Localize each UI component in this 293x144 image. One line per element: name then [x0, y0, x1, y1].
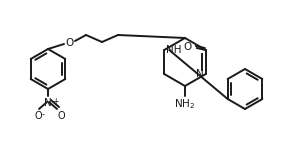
Text: O: O [57, 111, 65, 121]
Text: N: N [44, 98, 52, 108]
Text: NH: NH [166, 45, 182, 55]
Text: -: - [42, 110, 45, 119]
Text: O: O [66, 38, 74, 48]
Text: O: O [183, 42, 192, 52]
Text: NH$_2$: NH$_2$ [174, 97, 195, 111]
Text: O: O [34, 111, 42, 121]
Text: N: N [196, 69, 204, 79]
Text: +: + [52, 97, 58, 106]
